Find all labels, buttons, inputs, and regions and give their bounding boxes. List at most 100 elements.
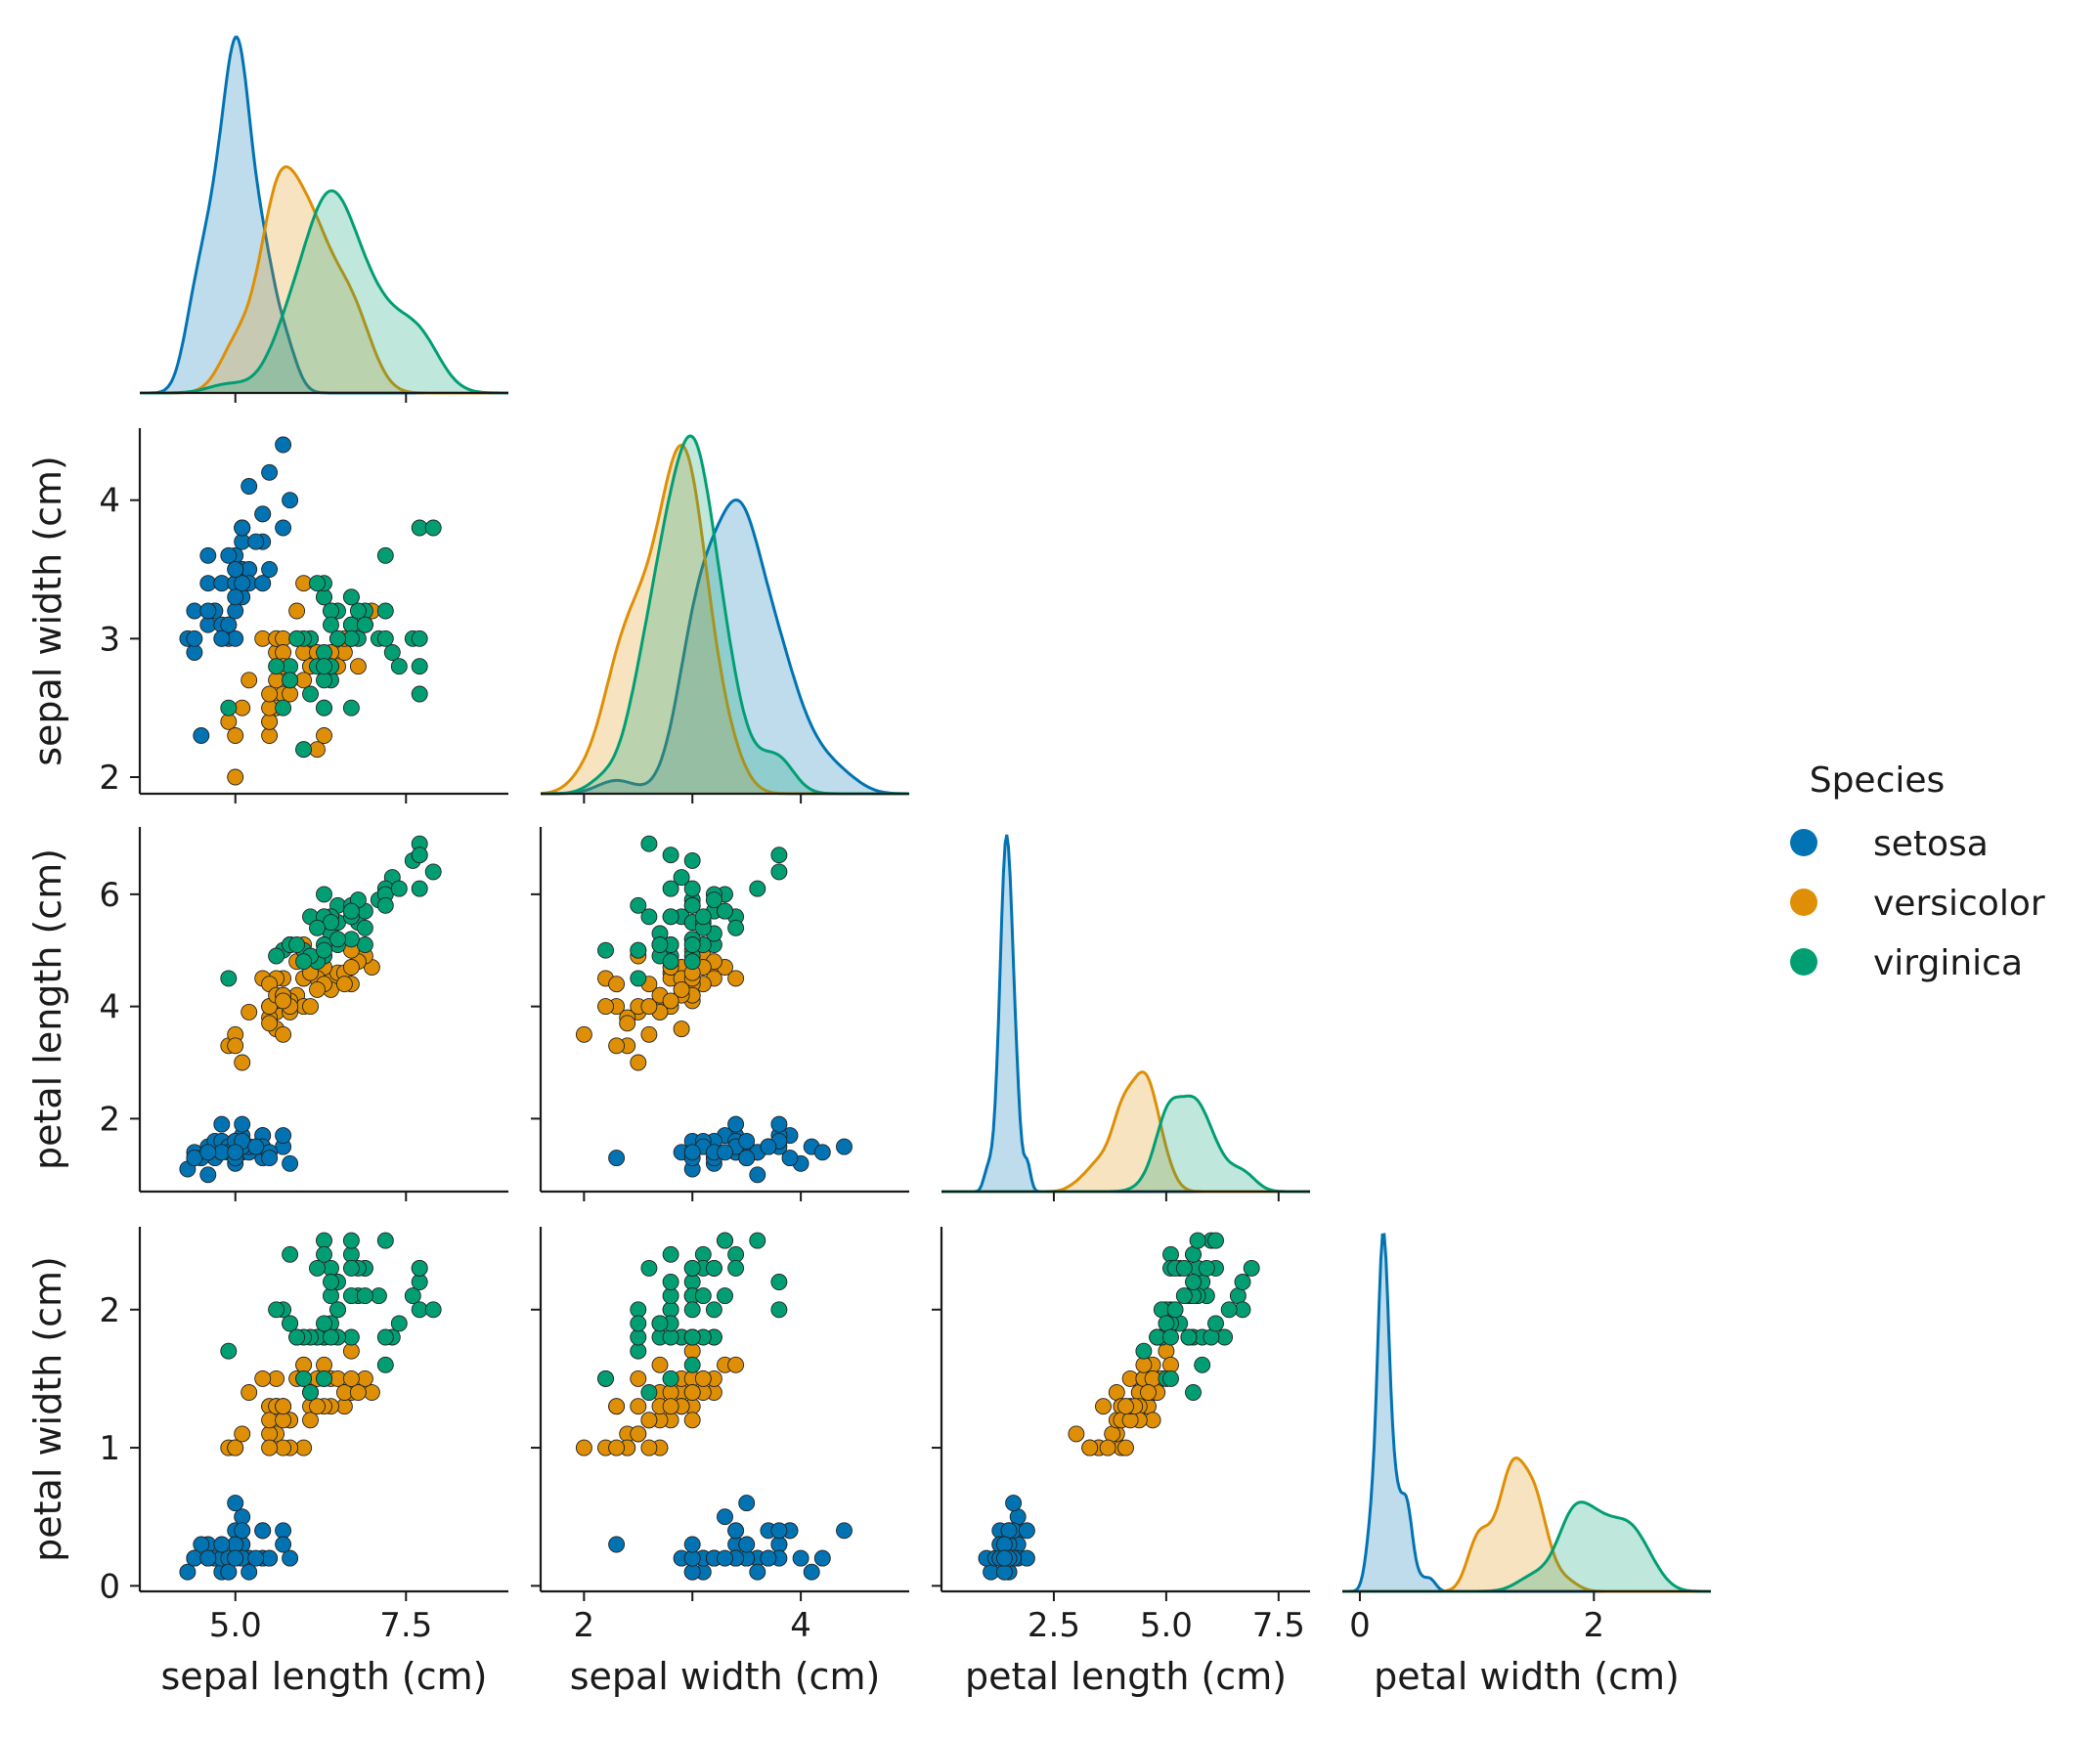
point-setosa — [760, 1138, 777, 1155]
kde-fill-setosa — [1342, 1235, 1711, 1591]
point-virginica — [376, 1232, 394, 1249]
point-versicolor — [302, 1412, 319, 1429]
point-virginica — [1185, 1274, 1202, 1290]
point-virginica — [683, 953, 701, 971]
point-versicolor — [275, 644, 292, 661]
point-setosa — [760, 1549, 777, 1567]
point-versicolor — [227, 727, 244, 744]
point-setosa — [213, 630, 231, 647]
point-versicolor — [651, 1356, 669, 1373]
point-versicolor — [727, 970, 745, 987]
y-tick-label: 4 — [99, 988, 120, 1027]
point-virginica — [1194, 1356, 1211, 1373]
point-virginica — [640, 1259, 658, 1277]
point-virginica — [1234, 1274, 1251, 1290]
y-tick-label: 4 — [99, 482, 120, 521]
legend-label: setosa — [1873, 824, 1989, 864]
point-versicolor — [261, 685, 279, 703]
legend-label: virginica — [1873, 943, 2023, 983]
panels: 2 3 4 sepal width (cm) 2 4 6 petal length (cm) 5… — [26, 35, 1711, 1698]
point-versicolor — [727, 1356, 745, 1373]
y-tick-label: 2 — [99, 759, 120, 798]
point-versicolor — [673, 1021, 690, 1038]
legend: Species setosa versicolor virginica — [1790, 760, 2045, 983]
point-virginica — [316, 588, 332, 606]
point-virginica — [630, 941, 647, 959]
point-virginica — [683, 880, 701, 897]
point-versicolor — [640, 1439, 658, 1456]
point-setosa — [683, 1536, 701, 1553]
point-versicolor — [288, 602, 306, 620]
point-virginica — [683, 896, 701, 914]
point-virginica — [424, 863, 442, 881]
point-virginica — [323, 1274, 339, 1290]
point-versicolor — [316, 1356, 332, 1373]
point-setosa — [234, 1508, 251, 1526]
point-versicolor — [1135, 1356, 1153, 1373]
point-virginica — [220, 1342, 238, 1360]
point-versicolor — [275, 992, 292, 1010]
point-virginica — [630, 1315, 647, 1332]
point-setosa — [220, 546, 238, 564]
point-virginica — [376, 546, 394, 564]
point-versicolor — [275, 1412, 292, 1429]
point-virginica — [411, 1259, 428, 1277]
point-virginica — [651, 936, 669, 953]
point-setosa — [717, 1508, 733, 1526]
point-setosa — [813, 1549, 831, 1567]
point-virginica — [597, 941, 614, 959]
x-tick-label: 0 — [1349, 1606, 1371, 1645]
point-versicolor — [1068, 1425, 1085, 1443]
point-versicolor — [349, 658, 367, 675]
point-setosa — [261, 561, 279, 578]
kde-fill-virginica — [941, 1096, 1310, 1192]
point-setosa — [179, 1563, 197, 1581]
kde-fill-versicolor — [1342, 1457, 1711, 1591]
point-virginica — [705, 1259, 722, 1277]
point-virginica — [662, 1369, 679, 1387]
point-virginica — [316, 699, 332, 717]
panel-petal_width-vs-petal_length: 2.5 5.0 7.5 petal length (cm) — [932, 1227, 1310, 1698]
point-virginica — [275, 699, 292, 717]
x-tick-label: 2.5 — [1028, 1606, 1080, 1645]
point-setosa — [608, 1150, 626, 1167]
point-virginica — [268, 1301, 285, 1319]
point-virginica — [1175, 1287, 1193, 1305]
point-virginica — [316, 1245, 332, 1263]
kde-line-virginica — [140, 189, 508, 395]
point-setosa — [995, 1563, 1013, 1581]
point-virginica — [282, 1245, 299, 1263]
point-setosa — [213, 1115, 231, 1133]
point-versicolor — [316, 727, 332, 744]
point-versicolor — [575, 1439, 592, 1456]
point-versicolor — [241, 1384, 258, 1401]
point-setosa — [199, 1166, 217, 1184]
point-versicolor — [662, 1398, 679, 1415]
point-virginica — [376, 1356, 394, 1373]
point-virginica — [662, 1274, 679, 1290]
point-virginica — [220, 970, 238, 987]
point-virginica — [323, 1287, 339, 1305]
point-virginica — [727, 1245, 745, 1263]
point-setosa — [749, 1166, 766, 1184]
point-versicolor — [261, 713, 279, 730]
point-virginica — [662, 908, 679, 926]
point-setosa — [247, 533, 265, 550]
point-setosa — [186, 644, 203, 661]
point-setosa — [227, 1495, 244, 1512]
point-virginica — [1175, 1259, 1193, 1277]
point-setosa — [683, 1549, 701, 1567]
point-virginica — [651, 1315, 669, 1332]
point-virginica — [770, 863, 788, 881]
point-setosa — [193, 1536, 210, 1553]
point-versicolor — [619, 1015, 636, 1032]
point-virginica — [295, 953, 313, 971]
kde-line-setosa — [541, 498, 909, 796]
point-virginica — [705, 891, 722, 909]
point-setosa — [995, 1549, 1013, 1567]
y-axis-label: petal width (cm) — [26, 1256, 69, 1562]
point-virginica — [282, 1315, 299, 1332]
legend-title: Species — [1810, 760, 1946, 801]
point-setosa — [282, 1549, 299, 1567]
